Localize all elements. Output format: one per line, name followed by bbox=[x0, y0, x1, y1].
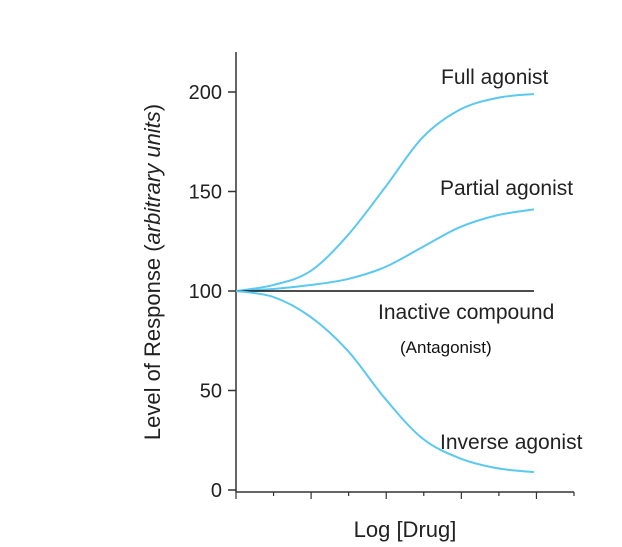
y-axis-title-prefix: Level of Response ( bbox=[140, 244, 165, 440]
y-tick-label: 200 bbox=[189, 82, 222, 104]
label-inactive-compound: Inactive compound bbox=[378, 301, 554, 324]
label-inverse-agonist: Inverse agonist bbox=[440, 431, 583, 454]
y-tick-label: 0 bbox=[211, 480, 222, 502]
y-axis-title-suffix: ) bbox=[140, 104, 165, 111]
y-tick-label: 100 bbox=[189, 281, 222, 303]
x-axis-title: Log [Drug] bbox=[354, 517, 457, 542]
y-tick-label: 150 bbox=[189, 182, 222, 204]
series-full-agonist bbox=[235, 92, 535, 292]
y-tick-label: 50 bbox=[200, 381, 222, 403]
annotation-antagonist: (Antagonist) bbox=[400, 338, 492, 357]
y-axis-title-italic: arbitrary units bbox=[140, 111, 165, 244]
y-axis-title: Level of Response (arbitrary units) bbox=[140, 104, 165, 440]
label-partial-agonist: Partial agonist bbox=[440, 177, 573, 200]
label-full-agonist: Full agonist bbox=[441, 66, 549, 89]
series-partial-agonist bbox=[235, 208, 535, 292]
series-inverse-agonist bbox=[235, 290, 535, 474]
